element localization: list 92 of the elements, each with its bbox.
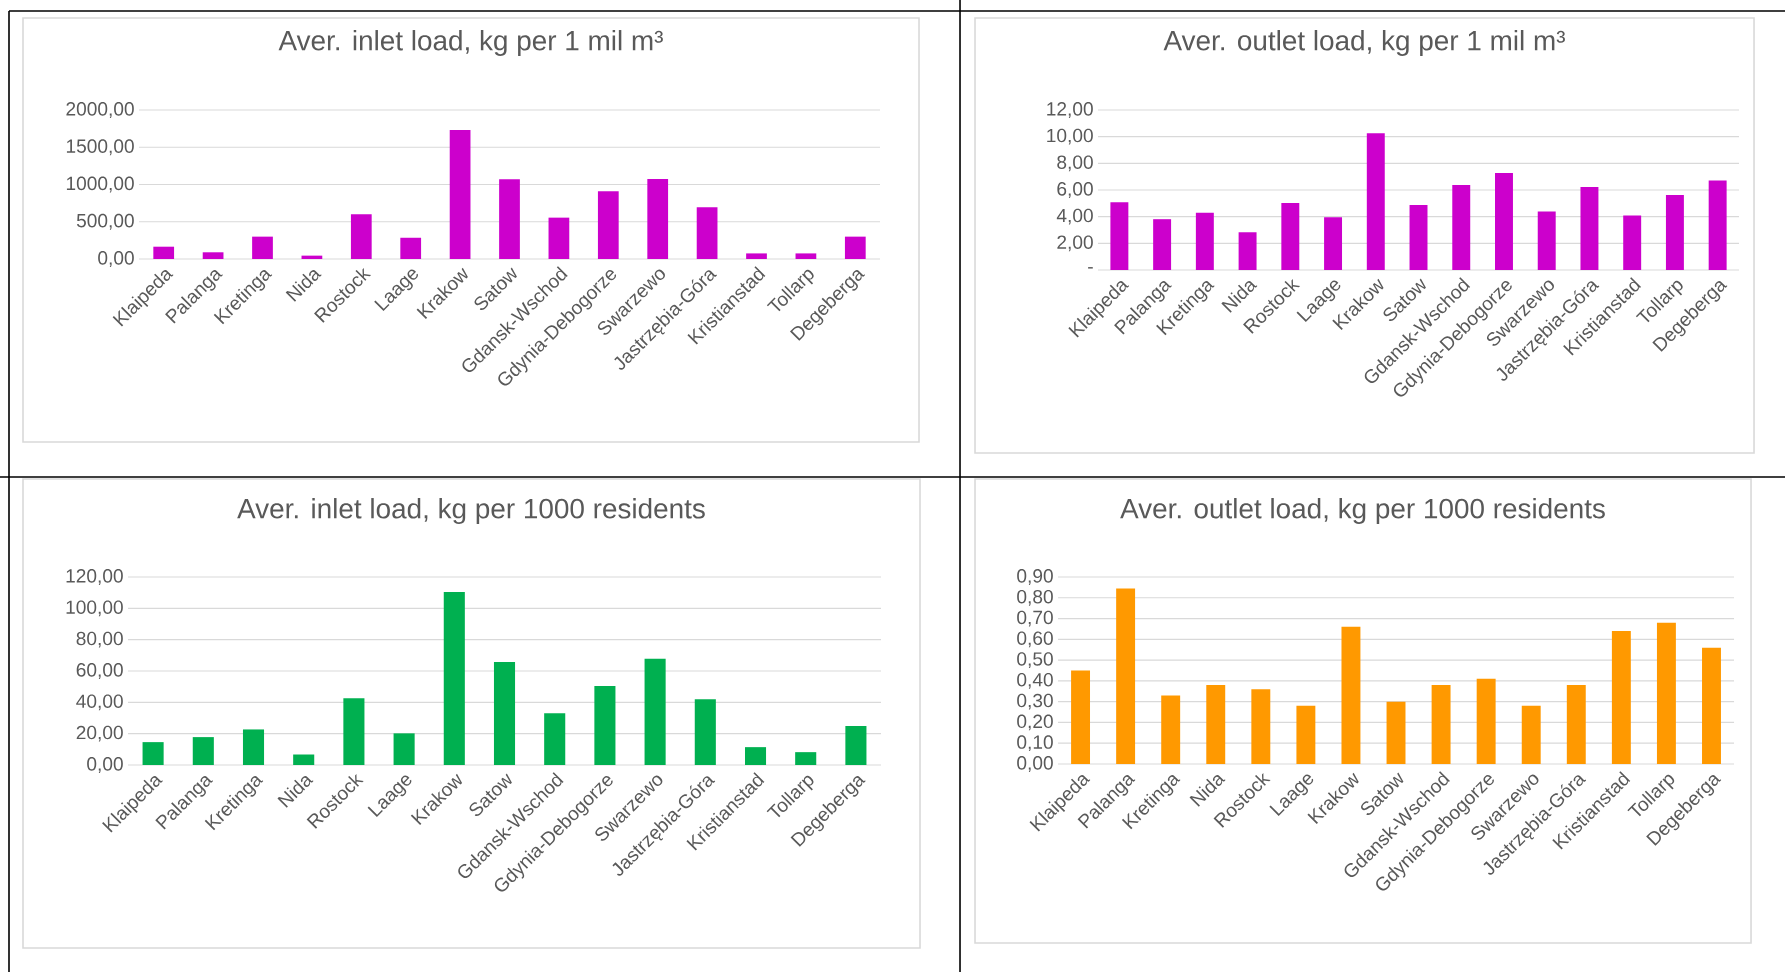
bar: [252, 236, 273, 259]
bar: [1452, 184, 1471, 270]
bar: [1537, 211, 1556, 270]
bar: [1611, 631, 1631, 764]
bar: [1161, 695, 1181, 764]
y-tick-label: 0,00: [87, 757, 123, 773]
bar: [696, 207, 718, 259]
bar: [1296, 705, 1316, 764]
y-tick-label: 0,60: [1017, 631, 1053, 648]
bar: [1386, 701, 1406, 764]
chart-title: Aver. outlet load, kg per 1000 residents: [1120, 498, 1605, 525]
y-tick-label: -: [1088, 267, 1093, 269]
y-tick-label: 4,00: [1056, 208, 1093, 225]
bar: [499, 179, 520, 259]
bar: [1195, 212, 1214, 270]
bar: [844, 236, 866, 259]
y-tick-label: 40,00: [76, 694, 123, 711]
chart-title: Aver. inlet load, kg per 1000 residents: [237, 498, 705, 525]
bar: [1566, 685, 1586, 764]
bar: [1476, 678, 1496, 764]
bar: [1366, 133, 1385, 270]
y-tick-label: 0,80: [1017, 589, 1053, 606]
y-tick-label: 0,00: [98, 251, 134, 267]
bar: [644, 658, 666, 765]
y-tick-label: 80,00: [76, 631, 123, 648]
bar: [1409, 205, 1428, 270]
bar: [350, 214, 372, 259]
bar: [443, 591, 465, 765]
y-tick-label: 20,00: [76, 725, 123, 742]
bar: [242, 729, 265, 765]
bar: [400, 237, 422, 259]
bar: [647, 178, 669, 259]
y-tick-label: 0,00: [1017, 756, 1053, 772]
bar: [343, 698, 365, 765]
y-tick-label: 1500,00: [66, 139, 134, 156]
bar: [1341, 626, 1361, 764]
bar: [1521, 705, 1541, 764]
bar: [1495, 172, 1513, 270]
bar: [1238, 232, 1257, 270]
y-tick-label: 0,10: [1017, 735, 1053, 752]
bar: [1071, 670, 1091, 764]
bar: [1665, 195, 1684, 270]
bar: [1281, 203, 1300, 270]
bar: [202, 252, 224, 259]
bar: [1623, 215, 1642, 270]
bar: [1153, 219, 1172, 270]
y-tick-label: 1000,00: [66, 176, 134, 193]
y-tick-label: 0,90: [1017, 569, 1053, 585]
y-tick-label: 0,50: [1017, 652, 1053, 668]
y-tick-label: 0,30: [1017, 693, 1053, 710]
bar: [1708, 180, 1727, 270]
bar: [1431, 685, 1451, 764]
bar: [153, 246, 175, 259]
bar: [1656, 622, 1676, 764]
bar: [1110, 202, 1129, 270]
bar: [1324, 217, 1343, 270]
bar: [1116, 588, 1136, 764]
bar: [1580, 186, 1599, 270]
y-tick-label: 10,00: [1047, 128, 1093, 145]
y-tick-label: 0,40: [1017, 673, 1053, 689]
bar: [192, 737, 214, 765]
bar: [293, 754, 315, 765]
y-tick-label: 60,00: [76, 663, 123, 679]
bar: [393, 733, 415, 765]
bar: [746, 253, 767, 259]
bar: [1206, 685, 1226, 764]
bar: [694, 699, 716, 765]
y-tick-label: 120,00: [66, 569, 123, 585]
bar: [548, 217, 570, 259]
bar: [744, 747, 767, 765]
chart-title: Aver. inlet load, kg per 1 mil m³: [278, 30, 663, 57]
bar: [544, 713, 566, 765]
y-tick-label: 100,00: [66, 600, 123, 617]
chart-title: Aver. outlet load, kg per 1 mil m³: [1163, 30, 1565, 57]
bar: [795, 253, 817, 259]
bar: [795, 752, 817, 765]
bar: [845, 725, 867, 765]
bar: [449, 130, 471, 259]
y-tick-label: 2,00: [1057, 235, 1093, 252]
y-tick-label: 8,00: [1057, 155, 1093, 172]
y-tick-label: 2000,00: [66, 102, 134, 118]
bar: [1251, 689, 1271, 764]
bar: [597, 191, 619, 259]
y-tick-label: 0,20: [1017, 714, 1053, 731]
bar: [594, 686, 616, 765]
y-tick-label: 12,00: [1047, 102, 1093, 118]
bar: [1702, 647, 1721, 764]
bar: [142, 742, 164, 765]
y-tick-label: 6,00: [1057, 182, 1093, 198]
bar: [493, 662, 516, 765]
y-tick-label: 0,70: [1017, 610, 1053, 627]
y-tick-label: 500,00: [76, 213, 134, 230]
